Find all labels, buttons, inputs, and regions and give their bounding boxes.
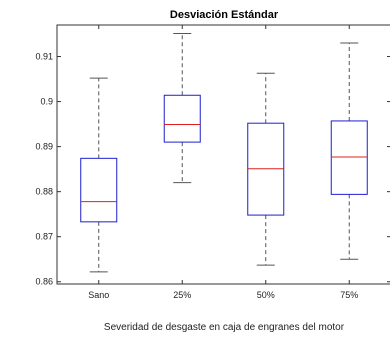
y-tick-label: 0.88 xyxy=(35,187,53,197)
x-axis: Sano 25% 50% 75% xyxy=(88,25,358,300)
box-group xyxy=(247,72,285,266)
y-tick-label: 0.87 xyxy=(35,232,53,242)
plot-area xyxy=(56,24,390,285)
y-tick-label: 0.9 xyxy=(40,97,53,107)
box-group xyxy=(163,33,201,184)
chart-title: Desviación Estándar xyxy=(170,9,279,21)
x-tick-label: Sano xyxy=(88,290,109,300)
x-tick-label: 50% xyxy=(257,290,275,300)
box-series xyxy=(80,33,368,273)
box-group xyxy=(330,42,368,260)
x-tick-label: 75% xyxy=(340,290,358,300)
box-iqr xyxy=(80,157,118,223)
box-group xyxy=(80,77,118,273)
y-tick-label: 0.91 xyxy=(35,52,53,62)
x-axis-label: Severidad de desgaste en caja de engrane… xyxy=(104,322,345,333)
y-tick-label: 0.86 xyxy=(35,277,53,287)
y-tick-label: 0.89 xyxy=(35,142,53,152)
box-iqr xyxy=(163,94,201,143)
box-iqr xyxy=(330,120,368,195)
x-tick-label: 25% xyxy=(173,290,191,300)
y-axis: 0.86 0.87 0.88 0.89 0.9 0.91 xyxy=(35,52,390,287)
